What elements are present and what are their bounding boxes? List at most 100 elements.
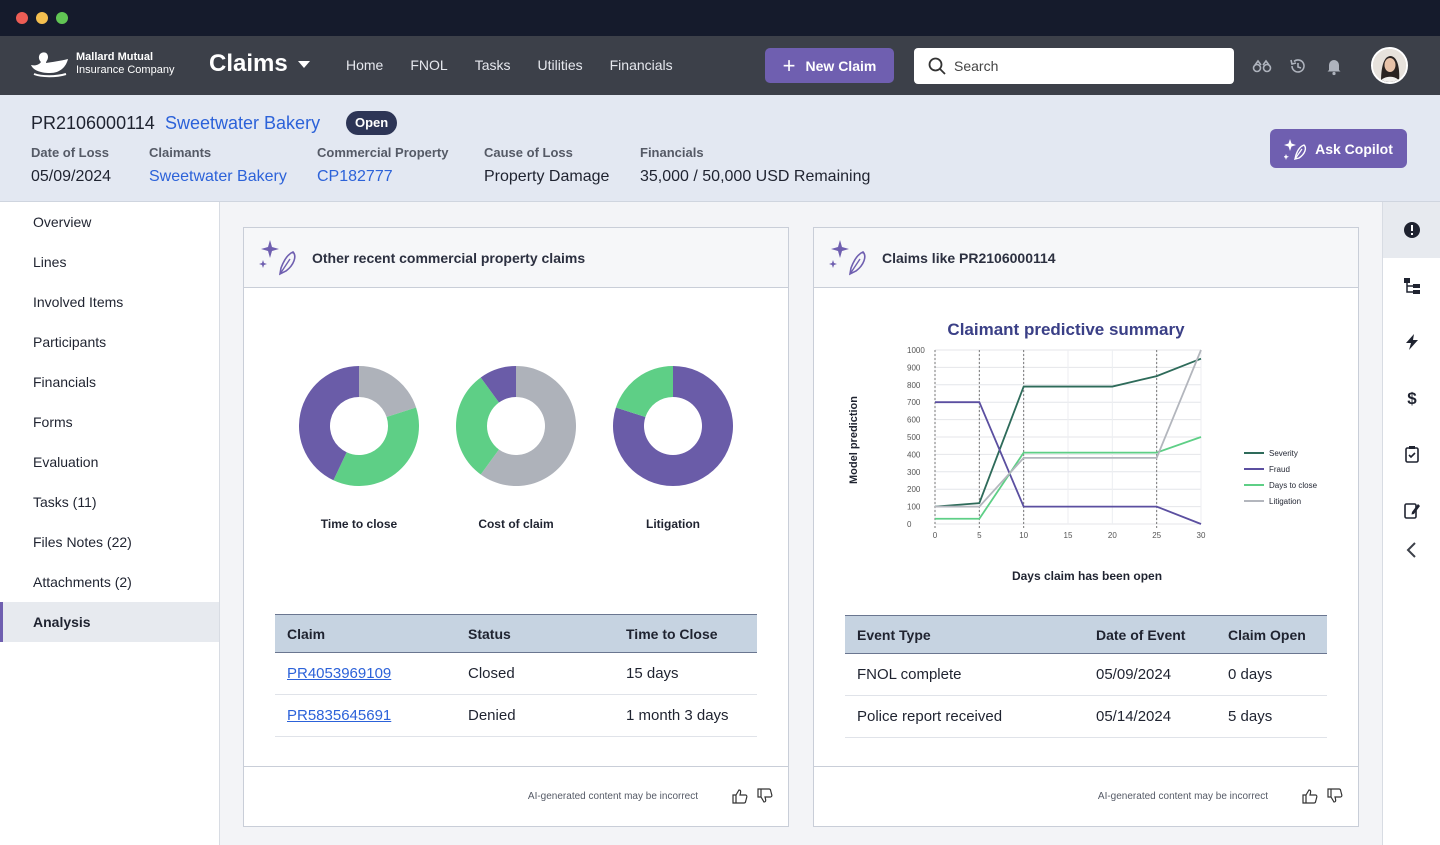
- commercial-property-link[interactable]: CP182777: [317, 168, 393, 185]
- y-tick-label: 800: [907, 381, 921, 390]
- donut-segment-1: [615, 366, 673, 418]
- donut-chart-litigation: [613, 366, 733, 486]
- thumbs-down-icon[interactable]: [1327, 788, 1343, 804]
- search-input[interactable]: [954, 58, 1214, 74]
- hierarchy-icon: [1403, 278, 1420, 294]
- close-window-button[interactable]: [16, 12, 28, 24]
- thumbs-up-icon[interactable]: [732, 788, 748, 804]
- financials-value: 35,000 / 50,000 USD Remaining: [640, 168, 871, 185]
- legend-label: Severity: [1269, 449, 1298, 458]
- column-header-claim[interactable]: Claim: [275, 614, 456, 653]
- donut-label: Cost of claim: [478, 517, 554, 531]
- bell-icon[interactable]: [1324, 56, 1344, 76]
- company-logo[interactable]: Mallard Mutual Insurance Company: [30, 50, 174, 78]
- history-icon[interactable]: [1288, 56, 1308, 76]
- duck-logo-icon: [31, 52, 68, 78]
- nav-link-fnol[interactable]: FNOL: [410, 57, 448, 73]
- date-of-loss-label: Date of Loss: [31, 145, 110, 160]
- actions-tab[interactable]: [1383, 314, 1440, 370]
- column-header-event-type[interactable]: Event Type: [845, 615, 1084, 654]
- sidebar-item-participants[interactable]: Participants: [33, 334, 107, 350]
- new-claim-button[interactable]: + New Claim: [765, 48, 894, 83]
- hierarchy-tab[interactable]: [1383, 258, 1440, 314]
- thumbs-down-icon[interactable]: [757, 788, 773, 804]
- sidebar-item-evaluation[interactable]: Evaluation: [33, 454, 99, 470]
- date-of-loss-value: 05/09/2024: [31, 168, 112, 185]
- x-tick-label: 25: [1152, 531, 1161, 540]
- series-line-fraud: [935, 401, 1202, 525]
- notes-tab[interactable]: [1383, 482, 1440, 538]
- app-title: Claims: [209, 50, 288, 77]
- card-header: Other recent commercial property claims: [244, 228, 788, 288]
- binoculars-icon[interactable]: [1252, 56, 1272, 76]
- column-header-date-of-event[interactable]: Date of Event: [1084, 615, 1216, 654]
- column-header-status[interactable]: Status: [456, 614, 614, 653]
- column-header-claim-open[interactable]: Claim Open: [1216, 615, 1327, 654]
- chevron-left-icon: [1406, 542, 1416, 558]
- commercial-property-label: Commercial Property: [317, 145, 449, 160]
- payments-tab[interactable]: $: [1383, 370, 1440, 426]
- series-line-days-to-close: [935, 436, 1202, 520]
- date-of-loss-field: Date of Loss 05/09/2024: [31, 145, 111, 186]
- donut-time-to-close: Time to close: [294, 366, 424, 531]
- claim-events-table: Event Type Date of Event Claim Open FNOL…: [845, 615, 1327, 738]
- sidebar-item-financials[interactable]: Financials: [33, 374, 97, 390]
- edit-note-icon: [1403, 503, 1420, 519]
- predictive-summary-chart: Claimant predictive summary Model predic…: [848, 320, 1318, 583]
- ask-copilot-button[interactable]: Ask Copilot: [1270, 129, 1407, 168]
- user-avatar[interactable]: [1371, 47, 1408, 84]
- alert-circle-icon: [1403, 222, 1420, 238]
- nav-link-home[interactable]: Home: [346, 57, 384, 73]
- column-header-time-to-close[interactable]: Time to Close: [614, 614, 757, 653]
- minimize-window-button[interactable]: [36, 12, 48, 24]
- main-content: Other recent commercial property claims …: [220, 202, 1382, 845]
- ai-disclaimer: AI-generated content may be incorrect: [1097, 791, 1268, 802]
- collapse-rail-button[interactable]: [1383, 522, 1440, 578]
- sidebar-item-forms[interactable]: Forms: [33, 414, 73, 430]
- sidebar-item-overview[interactable]: Overview: [33, 214, 92, 230]
- x-tick-label: 15: [1064, 531, 1073, 540]
- time-cell: 1 month 3 days: [614, 694, 757, 737]
- sidebar-item-tasks[interactable]: Tasks (11): [33, 494, 97, 510]
- nav-link-tasks[interactable]: Tasks: [474, 57, 511, 73]
- company-name-line1: Mallard Mutual: [76, 51, 154, 63]
- ai-disclaimer: AI-generated content may be incorrect: [527, 791, 698, 802]
- recent-claims-table: Claim Status Time to Close PR4053969109 …: [275, 614, 757, 737]
- claimants-label: Claimants: [149, 145, 212, 160]
- sidebar-item-analysis[interactable]: Analysis: [0, 602, 219, 642]
- checklist-tab[interactable]: [1383, 426, 1440, 482]
- card-footer: AI-generated content may be incorrect: [244, 766, 788, 826]
- claim-link[interactable]: PR5835645691: [287, 707, 392, 724]
- nav-link-financials[interactable]: Financials: [609, 57, 673, 73]
- cause-of-loss-field: Cause of Loss Property Damage: [484, 145, 609, 186]
- sidebar-item-attachments[interactable]: Attachments (2): [33, 574, 132, 590]
- donut-segment-0: [359, 366, 417, 418]
- table-header-row: Event Type Date of Event Claim Open: [845, 615, 1327, 654]
- sidebar-item-lines[interactable]: Lines: [33, 254, 67, 270]
- thumbs-up-icon[interactable]: [1302, 788, 1318, 804]
- donut-cost-of-claim: Cost of claim: [451, 366, 581, 531]
- legend-label: Litigation: [1269, 497, 1301, 506]
- caret-down-icon: [297, 60, 310, 68]
- ask-copilot-label: Ask Copilot: [1315, 140, 1393, 157]
- table-header-row: Claim Status Time to Close: [275, 614, 757, 653]
- donut-segment-0: [480, 366, 576, 486]
- top-navbar: Mallard Mutual Insurance Company Claims …: [0, 36, 1440, 95]
- nav-link-utilities[interactable]: Utilities: [537, 57, 583, 73]
- claimants-link[interactable]: Sweetwater Bakery: [149, 168, 287, 185]
- card-title: Other recent commercial property claims: [312, 249, 586, 266]
- clipboard-check-icon: [1404, 446, 1419, 463]
- similar-claims-card: Claims like PR2106000114 Claimant predic…: [813, 227, 1359, 827]
- maximize-window-button[interactable]: [56, 12, 68, 24]
- open-cell: 5 days: [1216, 695, 1327, 738]
- app-switcher[interactable]: Claims: [209, 50, 310, 78]
- claim-link[interactable]: PR4053969109: [287, 665, 392, 682]
- alerts-tab[interactable]: [1383, 202, 1440, 258]
- y-tick-label: 1000: [907, 346, 925, 355]
- sidebar-item-involved-items[interactable]: Involved Items: [33, 294, 124, 310]
- y-tick-label: 500: [907, 433, 921, 442]
- cause-of-loss-value: Property Damage: [484, 168, 610, 185]
- sidebar-item-files-notes[interactable]: Files Notes (22): [33, 534, 132, 550]
- search-icon: [928, 57, 946, 75]
- claim-insured-link[interactable]: Sweetwater Bakery: [165, 113, 321, 133]
